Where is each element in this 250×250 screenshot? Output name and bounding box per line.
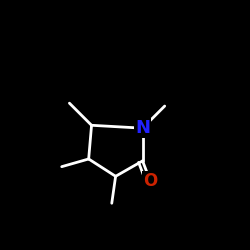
Text: O: O: [143, 172, 158, 190]
Text: N: N: [135, 119, 150, 137]
